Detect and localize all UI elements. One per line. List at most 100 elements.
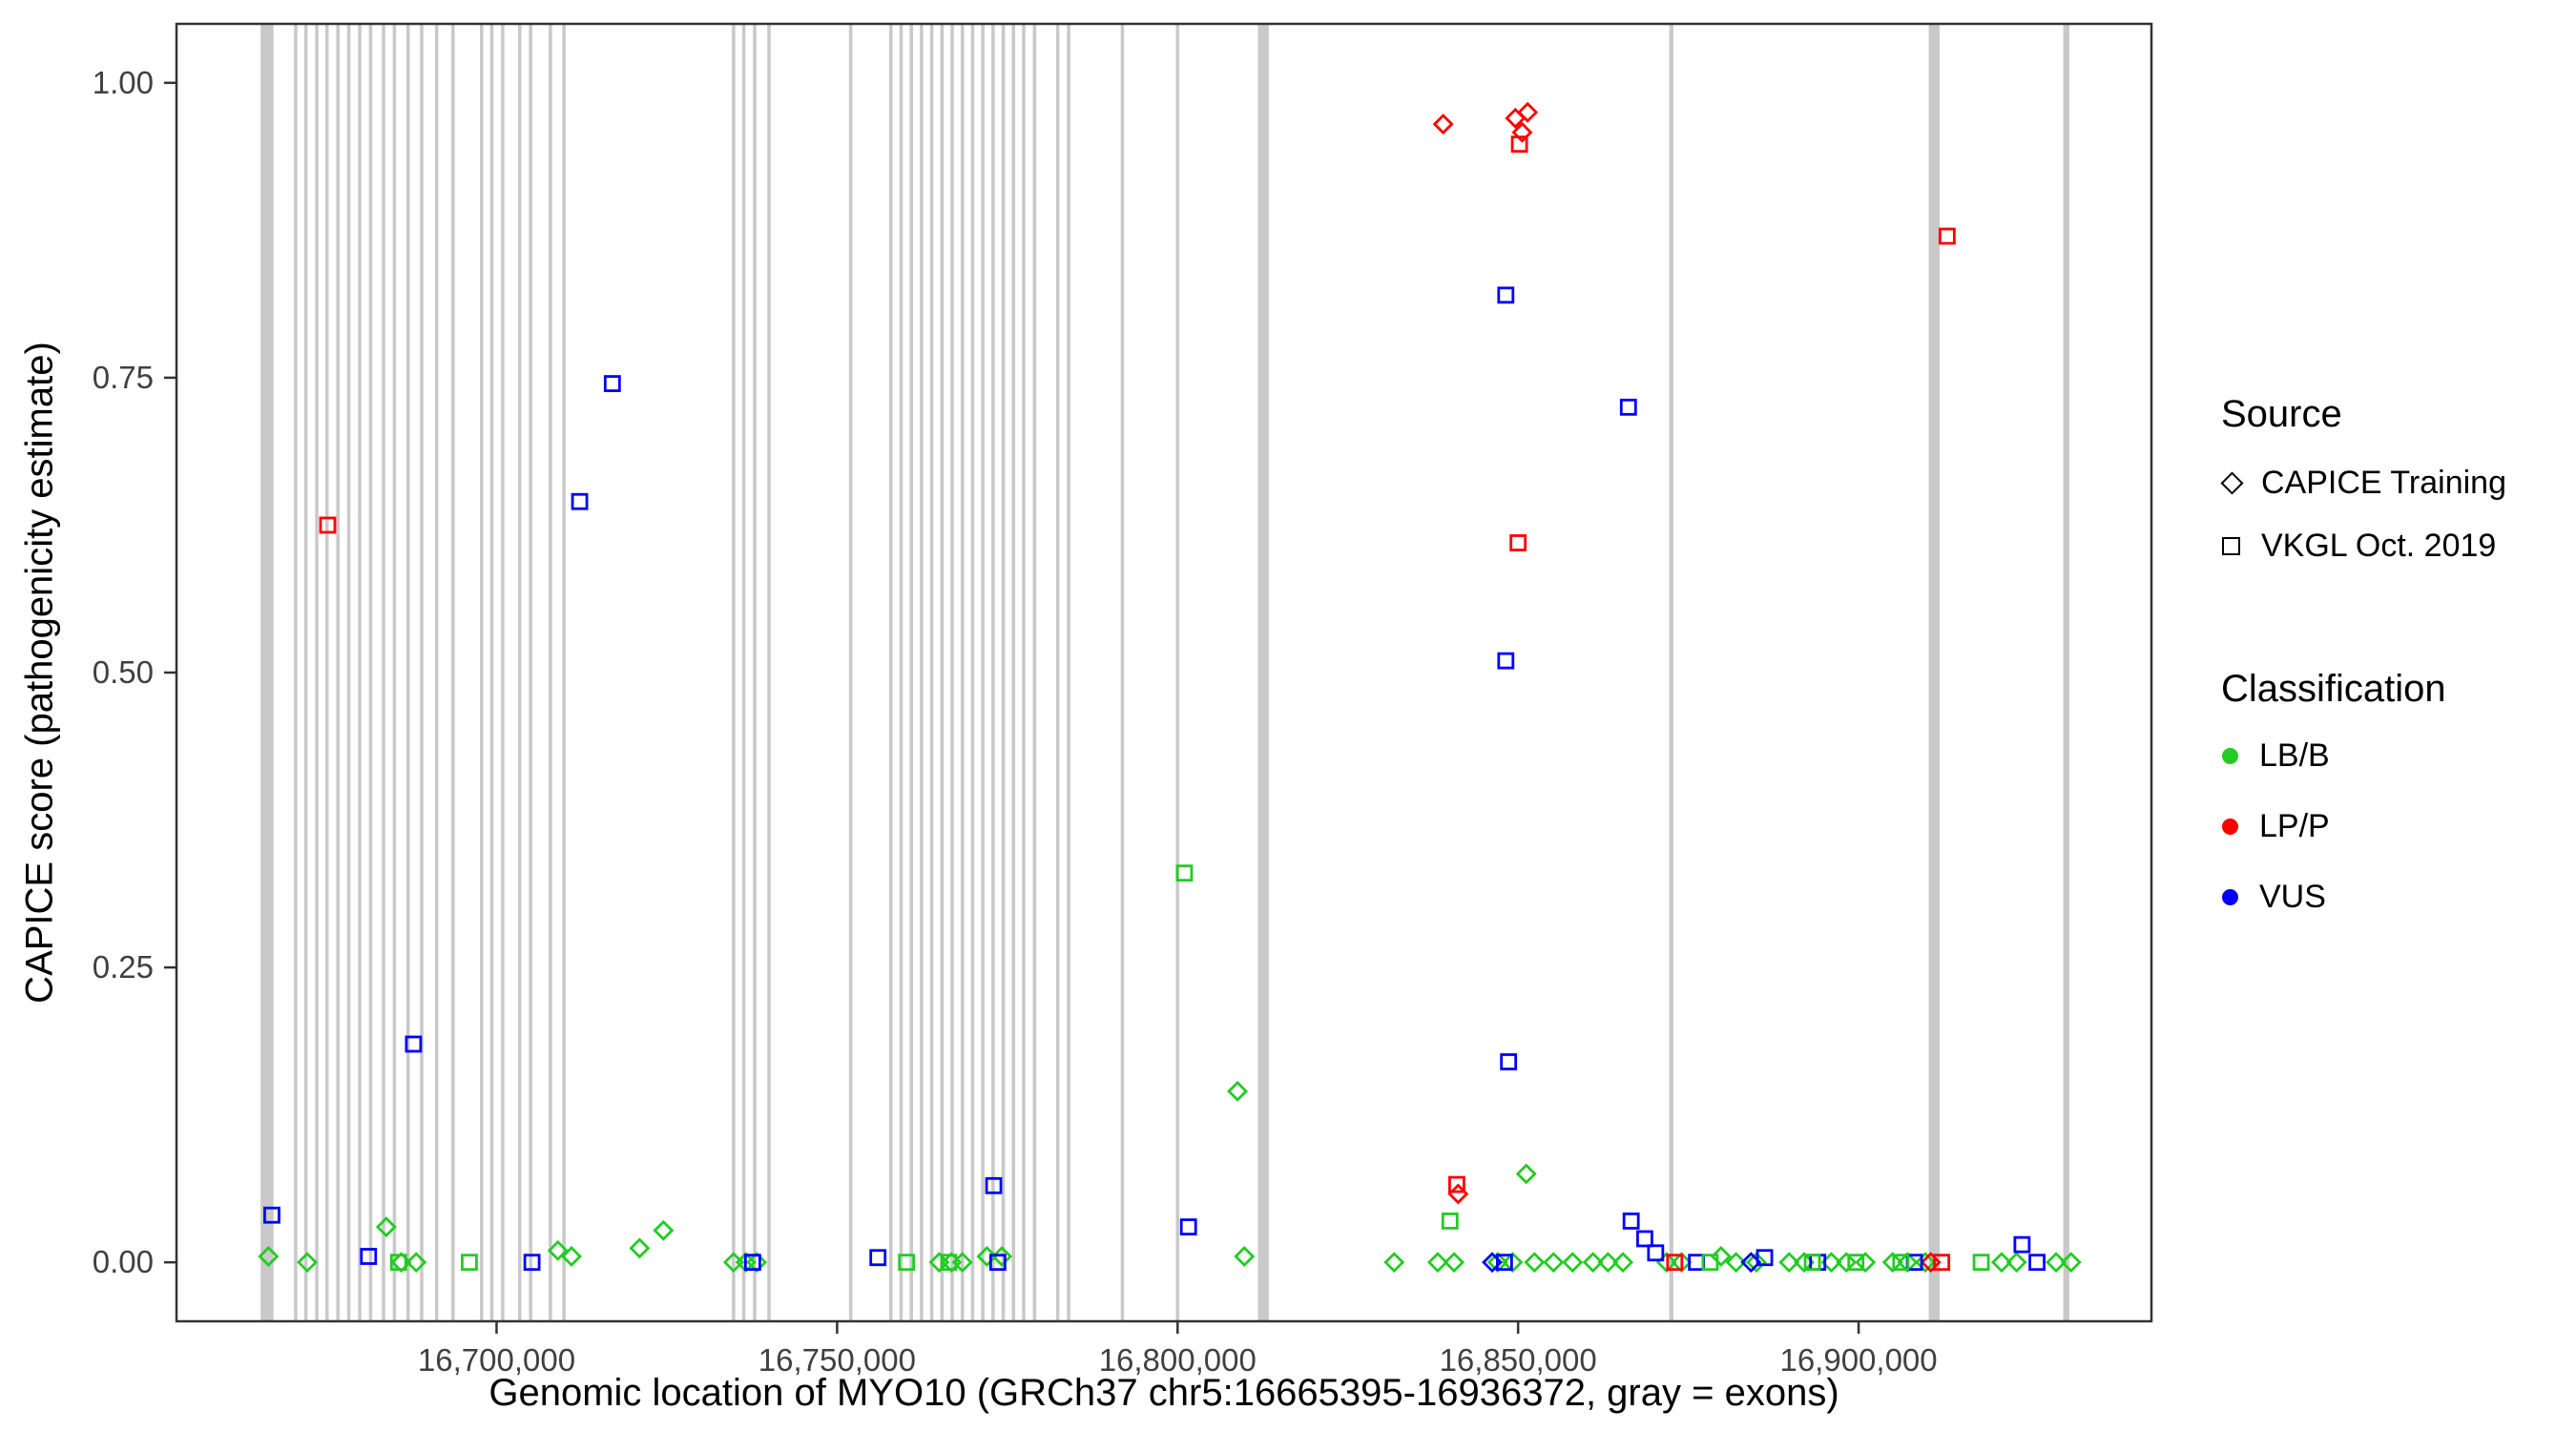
data-point-square: [1933, 1254, 1951, 1272]
exon-line: [405, 24, 410, 1321]
exon-line: [1032, 24, 1037, 1321]
y-tick-label: 1.00: [93, 65, 154, 100]
data-point-square: [1497, 286, 1515, 304]
data-point-square: [1847, 1254, 1865, 1272]
exon-line: [303, 24, 308, 1321]
data-point-square: [1701, 1254, 1719, 1272]
blue-dot-icon: [2222, 888, 2238, 905]
exon-line: [909, 24, 913, 1321]
exon-line: [1001, 24, 1006, 1321]
data-point-diamond: [2060, 1252, 2082, 1274]
data-point-diamond: [297, 1252, 319, 1274]
data-point-diamond: [1881, 1252, 1903, 1274]
exon-line: [767, 24, 771, 1321]
data-point-diamond: [1920, 1252, 1942, 1274]
data-point-diamond: [1432, 114, 1454, 135]
exon-line: [1175, 24, 1180, 1321]
legend-item-lpp: LP/P: [2221, 803, 2330, 849]
exon-line: [732, 24, 736, 1321]
exon-line: [489, 24, 494, 1321]
data-point-diamond: [1915, 1252, 1936, 1274]
legend-item-label: LP/P: [2259, 807, 2330, 844]
data-point-diamond: [1990, 1252, 2012, 1274]
data-point-square: [603, 375, 621, 392]
data-point-diamond: [629, 1237, 651, 1259]
x-tick-label: 16,750,000: [758, 1342, 916, 1378]
exon-line: [479, 24, 484, 1321]
data-point-diamond: [1836, 1252, 1858, 1274]
data-point-square: [389, 1254, 407, 1272]
exon-line: [1022, 24, 1026, 1321]
x-tick-label: 16,900,000: [1779, 1342, 1937, 1378]
exon-line: [294, 24, 298, 1321]
diamond-marker-icon: [2220, 470, 2244, 495]
exon-line: [970, 24, 975, 1321]
data-point-square: [1938, 227, 1956, 245]
exon-line: [899, 24, 904, 1321]
exon-line: [392, 24, 397, 1321]
exon-line: [1257, 24, 1269, 1321]
data-point-square: [523, 1254, 541, 1272]
data-point-diamond: [1562, 1252, 1584, 1274]
red-dot-icon: [2222, 818, 2238, 835]
data-point-square: [988, 1254, 1007, 1272]
data-point-square: [1497, 652, 1515, 670]
data-point-diamond: [1671, 1252, 1693, 1274]
data-point-diamond: [1855, 1252, 1877, 1274]
exon-line: [529, 24, 532, 1321]
data-point-square: [461, 1254, 478, 1272]
legend-item-vkgl: VKGL Oct. 2019: [2221, 523, 2496, 569]
data-point-diamond: [2005, 1252, 2027, 1274]
data-point-square: [1448, 1175, 1465, 1193]
data-point-diamond: [1612, 1252, 1634, 1274]
data-point-square: [869, 1249, 887, 1267]
data-point-diamond: [1515, 1163, 1537, 1185]
exon-line: [741, 24, 746, 1321]
data-point-diamond: [1502, 1252, 1524, 1274]
exon-line: [260, 24, 274, 1321]
data-point-square: [1175, 864, 1194, 882]
data-point-square: [743, 1254, 761, 1272]
exon-line: [888, 24, 893, 1321]
legend-item-label: CAPICE Training: [2261, 464, 2506, 501]
exon-line: [358, 24, 362, 1321]
exon-line: [848, 24, 853, 1321]
data-point-diamond: [1486, 1252, 1508, 1274]
data-point-square: [1755, 1249, 1774, 1267]
data-point-diamond: [1511, 121, 1533, 143]
legend-item-label: VUS: [2259, 878, 2326, 915]
square-marker-icon: [2222, 536, 2240, 555]
exon-line: [1011, 24, 1016, 1321]
data-point-square: [1500, 1053, 1518, 1070]
exon-line: [368, 24, 373, 1321]
exon-line: [1669, 24, 1673, 1321]
data-point-square: [1509, 534, 1527, 551]
data-point-diamond: [1227, 1080, 1249, 1102]
data-point-square: [1495, 1254, 1513, 1272]
exon-line: [382, 24, 385, 1321]
data-point-square: [1892, 1254, 1910, 1272]
exon-line: [501, 24, 505, 1321]
data-point-square: [1441, 1213, 1459, 1230]
data-point-diamond: [1444, 1252, 1465, 1274]
data-point-square: [360, 1248, 378, 1265]
data-point-diamond: [991, 1246, 1013, 1267]
data-point-diamond: [746, 1252, 768, 1274]
x-tick-label: 16,700,000: [418, 1342, 575, 1378]
data-point-square: [1510, 135, 1528, 154]
exon-line: [1928, 24, 1941, 1321]
x-axis-title: Genomic location of MYO10 (GRCh37 chr5:1…: [488, 1372, 1839, 1414]
legend-item-lbb: LB/B: [2221, 733, 2330, 778]
legend-item-vus: VUS: [2221, 874, 2326, 920]
data-point-square: [1619, 398, 1637, 416]
y-tick-label: 0.25: [93, 949, 154, 985]
exon-line: [324, 24, 329, 1321]
legend: Source CAPICE Training VKGL Oct. 2019 Cl…: [2220, 0, 2576, 1431]
x-tick-label: 16,800,000: [1099, 1342, 1257, 1378]
exon-line: [434, 24, 439, 1321]
data-point-diamond: [2046, 1252, 2067, 1274]
exon-line: [940, 24, 945, 1321]
data-point-square: [2013, 1235, 2031, 1254]
